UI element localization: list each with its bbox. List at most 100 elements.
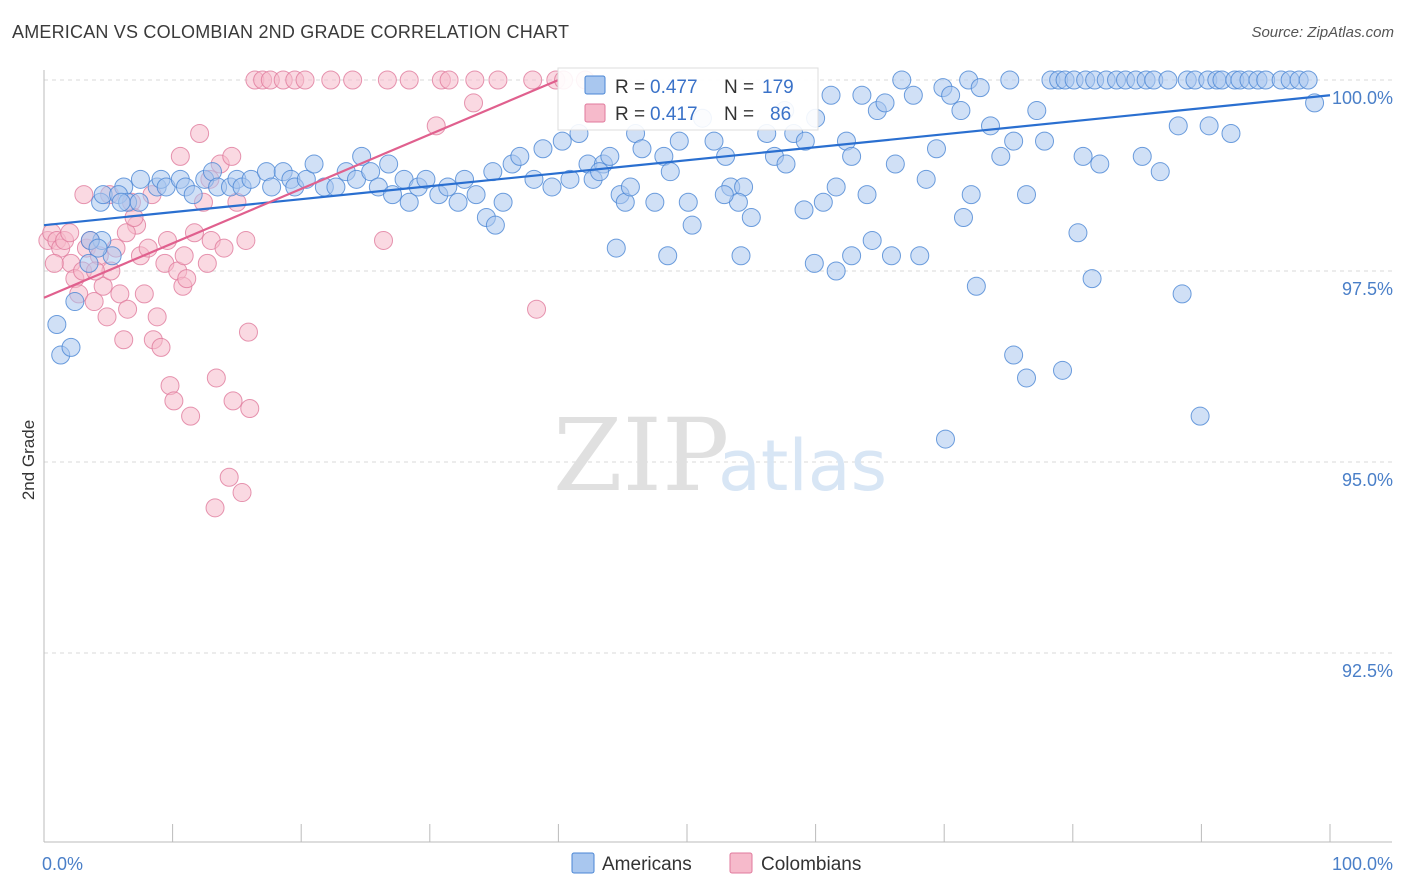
- colombian-point-34: [181, 406, 201, 426]
- american-point-164: [1082, 269, 1102, 289]
- american-point-152: [826, 261, 846, 281]
- legend-americans-label: Americans: [602, 854, 692, 875]
- colombian-point-11: [84, 292, 104, 312]
- colombians-points: [38, 70, 595, 518]
- american-point-157: [953, 208, 973, 228]
- american-point-102: [1004, 131, 1024, 151]
- y-tick-label-3: 100.0%: [1332, 88, 1393, 108]
- american-point-86: [857, 185, 877, 205]
- colombian-point-83: [44, 253, 64, 273]
- watermark-zip: ZIP: [553, 397, 729, 514]
- colombian-point-40: [206, 368, 226, 388]
- trend-lines: [43, 78, 1331, 299]
- american-point-158: [966, 276, 986, 296]
- american-point-132: [1298, 70, 1318, 90]
- colombian-point-73: [116, 223, 136, 243]
- bottom-legend: Americans Colombians: [571, 852, 861, 875]
- american-point-58: [600, 146, 620, 166]
- american-point-104: [1027, 101, 1047, 121]
- american-point-92: [916, 169, 936, 189]
- american-point-101: [1000, 70, 1020, 90]
- american-point-93: [926, 139, 946, 159]
- colombian-point-13: [93, 276, 113, 296]
- colombian-point-46: [232, 483, 252, 503]
- american-point-155: [881, 246, 901, 266]
- american-point-176: [1132, 146, 1152, 166]
- colombians-r-label: R =: [615, 104, 645, 125]
- american-point-31: [361, 162, 381, 182]
- colombian-point-55: [321, 70, 341, 90]
- american-point-118: [1168, 116, 1188, 136]
- american-point-43: [466, 185, 486, 205]
- american-point-84: [842, 146, 862, 166]
- american-point-133: [1305, 93, 1325, 113]
- american-point-62: [632, 139, 652, 159]
- colombian-point-44: [223, 391, 243, 411]
- american-point-98: [970, 78, 990, 98]
- colombian-point-30: [164, 391, 184, 411]
- colombian-point-33: [177, 269, 197, 289]
- american-point-145: [485, 215, 505, 235]
- y-tick-label-1: 95.0%: [1342, 470, 1393, 490]
- american-point-50: [533, 139, 553, 159]
- american-point-95: [941, 85, 961, 105]
- american-point-149: [731, 246, 751, 266]
- american-point-151: [804, 253, 824, 273]
- american-point-20: [262, 177, 282, 197]
- colombian-point-76: [174, 246, 194, 266]
- colombian-point-47: [236, 230, 256, 250]
- colombian-point-81: [238, 322, 258, 342]
- american-point-168: [590, 162, 610, 182]
- americans-r-label: R =: [615, 77, 645, 98]
- y-tick-label-2: 97.5%: [1342, 279, 1393, 299]
- watermark-atlas: atlas: [718, 425, 887, 507]
- american-point-40: [438, 177, 458, 197]
- colombians-r-value: 0.417: [650, 104, 698, 125]
- american-point-69: [704, 131, 724, 151]
- americans-r-value: 0.477: [650, 77, 698, 98]
- american-point-169: [714, 185, 734, 205]
- american-point-49: [524, 169, 544, 189]
- y-axis-label: 2nd Grade: [19, 420, 38, 500]
- american-point-46: [493, 192, 513, 212]
- american-point-163: [1068, 223, 1088, 243]
- american-point-154: [862, 230, 882, 250]
- american-point-166: [1190, 406, 1210, 426]
- american-point-33: [379, 154, 399, 174]
- colombian-point-58: [399, 70, 419, 90]
- colombian-point-78: [222, 146, 242, 166]
- colombians-trend-line: [43, 78, 559, 299]
- axes: [43, 70, 1392, 843]
- colombian-point-42: [214, 238, 234, 258]
- american-point-174: [1073, 146, 1093, 166]
- american-point-88: [875, 93, 895, 113]
- american-point-91: [903, 85, 923, 105]
- american-point-159: [1004, 345, 1024, 365]
- american-point-175: [1090, 154, 1110, 174]
- american-point-5: [130, 169, 150, 189]
- american-point-36: [399, 192, 419, 212]
- american-point-27: [326, 177, 346, 197]
- colombian-point-71: [170, 146, 190, 166]
- american-point-78: [795, 131, 815, 151]
- colombian-point-75: [157, 230, 177, 250]
- stats-legend: R = 0.477 N = 179 R = 0.417 N = 86: [557, 67, 819, 131]
- american-point-171: [776, 154, 796, 174]
- chart-title: AMERICAN VS COLOMBIAN 2ND GRADE CORRELAT…: [12, 22, 570, 42]
- colombians-n-value: 86: [770, 104, 791, 125]
- american-point-89: [885, 154, 905, 174]
- americans-n-value: 179: [762, 77, 794, 98]
- american-point-67: [678, 192, 698, 212]
- source-credit: Source: ZipAtlas.com: [1251, 24, 1394, 41]
- american-point-117: [1158, 70, 1178, 90]
- legend-colombians-swatch: [729, 852, 753, 874]
- american-point-90: [892, 70, 912, 90]
- american-point-73: [741, 208, 761, 228]
- american-point-165: [1172, 284, 1192, 304]
- american-point-160: [1017, 368, 1037, 388]
- x-tick-label-1: 100.0%: [1332, 854, 1393, 874]
- american-point-25: [304, 154, 324, 174]
- colombian-point-27: [151, 337, 171, 357]
- watermark: ZIP atlas: [553, 397, 887, 514]
